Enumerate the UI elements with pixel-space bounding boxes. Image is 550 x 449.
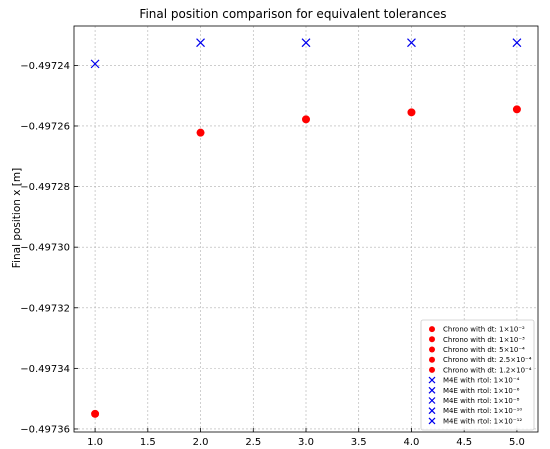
m4e-point: [512, 38, 522, 48]
x-marker-stroke: [90, 59, 100, 69]
y-tick-label: −0.49724: [20, 61, 70, 72]
y-axis-label: Final position x [m]: [11, 168, 23, 268]
legend-entry: Chrono with dt: 5×10⁻⁴: [443, 346, 525, 354]
x-tick-label: 2.0: [193, 437, 209, 448]
legend-marker: [428, 417, 436, 425]
legend-marker: [429, 356, 435, 363]
legend-entry: Chrono with dt: 1.2×10⁻⁴: [443, 366, 532, 374]
x-tick-label: 5.0: [509, 437, 525, 448]
x-marker-stroke: [428, 376, 436, 384]
x-marker-stroke: [512, 38, 522, 48]
x-tick-label: 1.5: [140, 437, 156, 448]
legend-entry: M4E with rtol: 1×10⁻⁸: [443, 397, 520, 405]
legend-entry: M4E with rtol: 1×10⁻⁶: [443, 387, 520, 395]
data-points: [90, 38, 522, 418]
chrono-point: [196, 128, 205, 137]
chrono-point: [302, 115, 310, 124]
x-marker-stroke: [407, 38, 416, 48]
x-marker-stroke: [196, 38, 205, 48]
legend-entry: Chrono with dt: 1×10⁻³: [443, 336, 525, 344]
y-tick-label: −0.49732: [20, 303, 70, 314]
x-marker-stroke: [428, 386, 436, 394]
x-tick-label: 4.5: [456, 437, 472, 448]
legend-entry: M4E with rtol: 1×10⁻¹²: [443, 417, 522, 425]
x-marker-stroke: [428, 417, 436, 425]
legend: Chrono with dt: 1×10⁻² Chrono with dt: 1×…: [420, 319, 535, 431]
legend-box: [420, 319, 535, 431]
legend-entry: M4E with rtol: 1×10⁻¹⁰: [443, 407, 522, 415]
legend-marker: [428, 376, 436, 384]
y-tick-label: −0.49726: [20, 121, 70, 132]
axis-ticks: 1.0 1.5 2.0 2.5 3.0 3.5 4.0 4.5 5.0 −0.49724 −0.49…: [20, 61, 525, 448]
legend-marker: [429, 366, 435, 373]
legend-marker: [429, 346, 435, 353]
y-tick-label: −0.49736: [20, 424, 70, 435]
y-tick-label: −0.49728: [20, 182, 70, 193]
legend-entry: Chrono with dt: 1×10⁻²: [443, 326, 525, 334]
m4e-point: [196, 38, 205, 48]
y-tick-label: −0.49734: [20, 364, 70, 375]
x-tick-label: 3.5: [351, 437, 367, 448]
x-tick-label: 2.5: [245, 437, 261, 448]
m4e-point: [407, 38, 416, 48]
y-tick-label: −0.49730: [20, 243, 70, 254]
legend-entry: M4E with rtol: 1×10⁻⁴: [443, 377, 520, 385]
legend-entry: Chrono with dt: 2.5×10⁻⁴: [443, 356, 532, 364]
m4e-point: [301, 38, 311, 48]
chrono-point: [512, 105, 521, 114]
x-tick-label: 4.0: [404, 437, 420, 448]
legend-marker: [428, 407, 436, 415]
x-marker-stroke: [301, 38, 311, 48]
legend-marker: [428, 386, 436, 394]
legend-marker: [429, 336, 435, 343]
x-tick-label: 3.0: [298, 437, 314, 448]
x-tick-label: 1.0: [87, 437, 103, 448]
m4e-point: [90, 59, 100, 69]
chrono-point: [91, 409, 100, 418]
chart-title: Final position comparison for equivalent…: [139, 7, 446, 21]
x-marker-stroke: [428, 407, 436, 415]
legend-marker: [429, 326, 435, 333]
legend-marker: [428, 397, 436, 404]
chrono-point: [407, 108, 416, 117]
x-marker-stroke: [428, 397, 436, 404]
